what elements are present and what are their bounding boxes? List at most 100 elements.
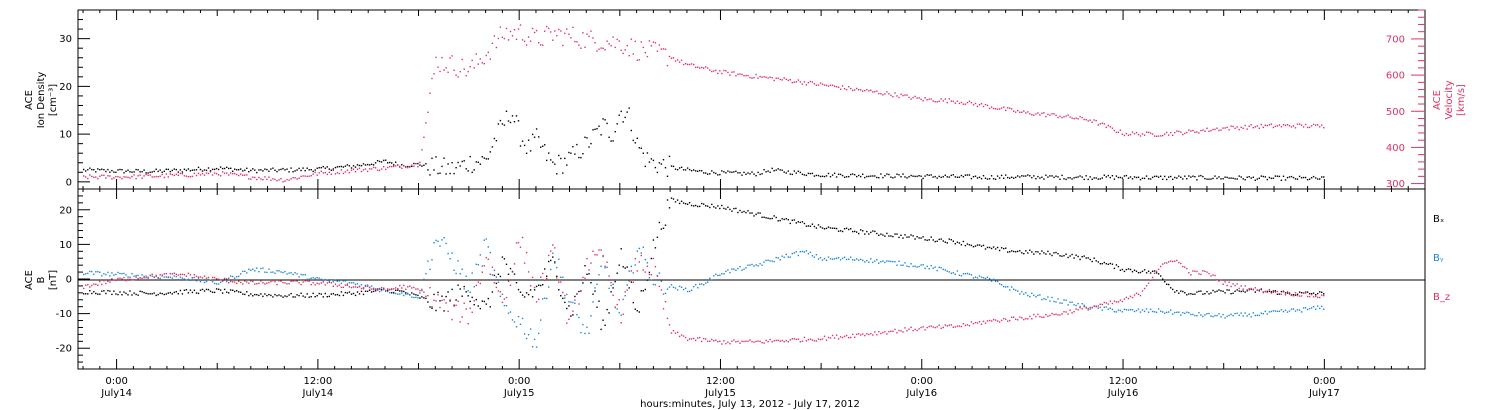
data-point: [928, 268, 930, 270]
data-point: [1232, 177, 1234, 179]
data-point: [926, 239, 928, 241]
data-point: [819, 175, 822, 178]
data-point: [312, 276, 314, 279]
data-point: [1192, 129, 1194, 132]
data-point: [246, 281, 248, 283]
data-point: [1089, 306, 1091, 309]
data-point: [1268, 124, 1271, 126]
data-point: [1164, 312, 1166, 314]
data-point: [292, 171, 294, 173]
data-point: [1069, 301, 1071, 303]
data-point: [1135, 309, 1138, 312]
data-point: [958, 274, 961, 276]
data-point: [1051, 113, 1053, 115]
data-point: [527, 334, 530, 336]
data-point: [624, 267, 626, 269]
data-point: [1224, 281, 1226, 283]
data-point: [566, 293, 568, 296]
data-point: [596, 254, 598, 256]
data-point: [783, 341, 785, 343]
data-point: [1117, 176, 1120, 179]
data-point: [443, 310, 445, 312]
data-point: [109, 175, 111, 177]
data-point: [1236, 178, 1238, 180]
data-point: [83, 175, 85, 177]
data-point: [133, 171, 135, 173]
data-point: [723, 171, 725, 173]
data-point: [266, 271, 268, 274]
data-point: [1095, 260, 1097, 262]
data-point: [1292, 176, 1295, 179]
data-point: [880, 261, 882, 263]
data-point: [1031, 251, 1033, 253]
data-point: [916, 329, 918, 332]
data-point: [695, 339, 697, 342]
data-point: [540, 319, 542, 321]
data-point: [1009, 177, 1011, 179]
data-point: [113, 279, 115, 281]
data-point: [1093, 119, 1095, 121]
data-point: [701, 170, 703, 172]
data-point: [125, 170, 127, 172]
data-point: [654, 166, 657, 169]
data-point: [338, 294, 341, 297]
data-point: [95, 171, 97, 173]
data-point: [179, 172, 182, 175]
data-point: [238, 169, 240, 171]
data-point: [602, 255, 604, 257]
data-point: [179, 276, 182, 278]
data-point: [998, 108, 1001, 110]
data-point: [383, 287, 385, 289]
data-point: [332, 285, 334, 287]
data-point: [274, 280, 276, 283]
data-point: [1000, 319, 1003, 322]
data-point: [103, 273, 105, 275]
data-point: [670, 57, 673, 59]
data-point: [1101, 309, 1103, 311]
data-point: [393, 292, 395, 295]
data-point: [765, 171, 767, 173]
data-point: [856, 87, 858, 90]
data-point: [395, 289, 397, 291]
data-point: [417, 288, 419, 290]
data-point: [1105, 306, 1107, 308]
data-point: [1242, 288, 1244, 290]
data-point: [1077, 309, 1079, 311]
data-point: [843, 88, 846, 90]
data-point: [628, 107, 630, 109]
data-point: [548, 286, 550, 288]
data-point: [517, 288, 520, 291]
x-tick-label-date: July17: [1308, 388, 1340, 399]
data-point: [523, 40, 526, 43]
data-point: [1262, 126, 1264, 129]
data-point: [326, 173, 328, 176]
data-point: [280, 271, 282, 273]
data-point: [230, 172, 232, 174]
data-point: [1274, 290, 1277, 292]
data-point: [1091, 306, 1093, 309]
data-point: [1300, 292, 1303, 294]
data-point: [978, 104, 981, 106]
data-point: [364, 285, 367, 288]
data-point: [209, 279, 212, 281]
data-point: [948, 98, 950, 100]
data-point: [391, 165, 393, 168]
data-point: [765, 259, 767, 262]
data-point: [533, 338, 536, 341]
data-point: [1123, 298, 1126, 300]
data-point: [1129, 133, 1132, 136]
data-point: [505, 110, 508, 112]
data-point: [739, 266, 741, 268]
data-point: [807, 253, 810, 255]
data-point: [968, 273, 971, 275]
data-point: [817, 84, 820, 86]
data-point: [958, 325, 961, 327]
data-point: [310, 175, 312, 177]
data-point: [296, 294, 298, 296]
data-point: [845, 334, 848, 337]
y-tick-label-left: 0: [66, 177, 72, 188]
data-point: [616, 272, 618, 274]
data-point: [705, 282, 707, 284]
data-point: [1147, 178, 1150, 180]
data-point: [1248, 288, 1250, 290]
